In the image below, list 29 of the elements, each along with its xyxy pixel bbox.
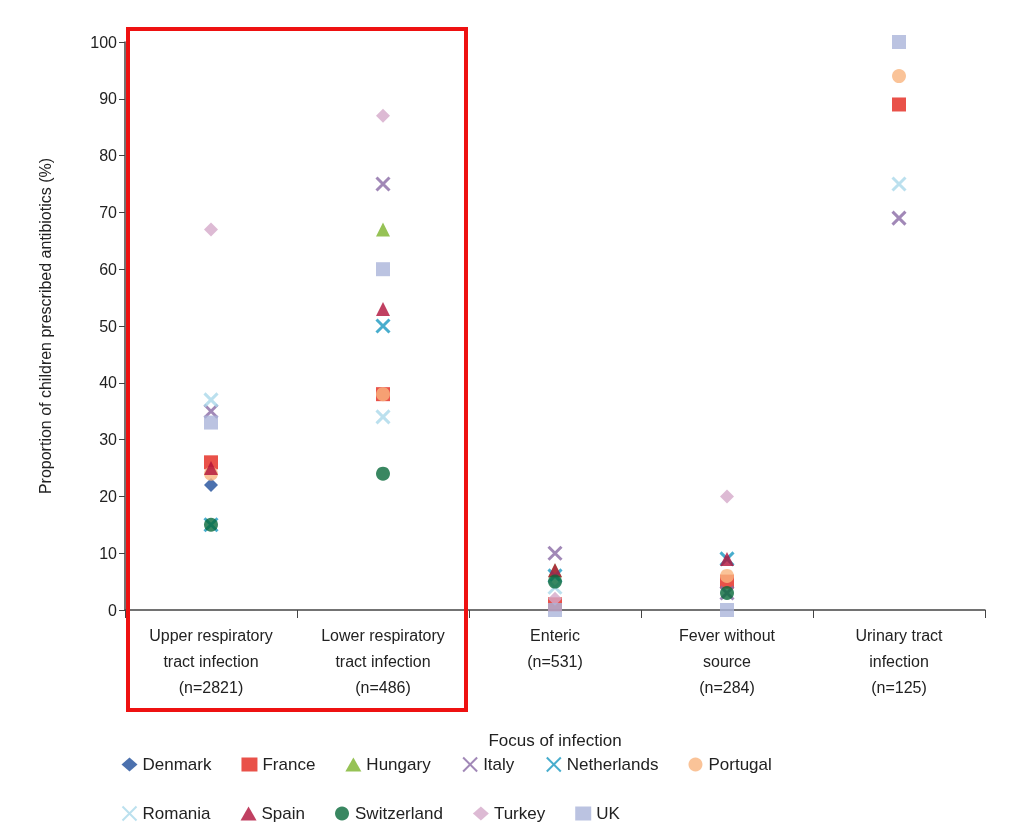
legend-label: Netherlands — [566, 755, 659, 774]
y-tick-label: 90 — [99, 90, 118, 108]
legend-label: Turkey — [493, 804, 546, 823]
x-axis-title: Focus of infection — [488, 731, 622, 750]
legend-label: Romania — [142, 804, 212, 823]
y-tick-label: 0 — [108, 601, 118, 619]
legend-label: Portugal — [708, 755, 772, 774]
x-tick-label: Fever without source (n=284) — [678, 626, 776, 696]
y-axis-title: Proportion of children prescribed antibiotics (%) — [36, 157, 54, 495]
legend-label: Italy — [483, 755, 515, 774]
y-tick-label: 30 — [99, 431, 118, 449]
legend-label: UK — [596, 804, 621, 823]
y-tick-label: 10 — [99, 544, 118, 562]
x-tick-label: Urinary tract infection (n=125) — [855, 626, 944, 696]
legend-label: Hungary — [366, 755, 432, 774]
x-tick-label: Enteric (n=531) — [527, 626, 583, 670]
legend-label: Denmark — [142, 755, 212, 774]
y-tick-label: 60 — [99, 260, 118, 278]
y-tick-label: 100 — [90, 33, 118, 51]
x-tick-label: Lower respiratory tract infection (n=486) — [321, 626, 445, 696]
legend-label: France — [262, 755, 316, 774]
y-tick-label: 20 — [99, 487, 118, 505]
y-tick-label: 80 — [99, 147, 118, 165]
y-tick-label: 50 — [99, 317, 118, 335]
x-tick-label: Upper respiratory tract infection (n=2821) — [149, 626, 273, 696]
legend-label: Spain — [261, 804, 306, 823]
y-tick-label: 70 — [99, 203, 118, 221]
legend-label: Switzerland — [355, 804, 443, 823]
y-tick-label: 40 — [99, 374, 118, 392]
